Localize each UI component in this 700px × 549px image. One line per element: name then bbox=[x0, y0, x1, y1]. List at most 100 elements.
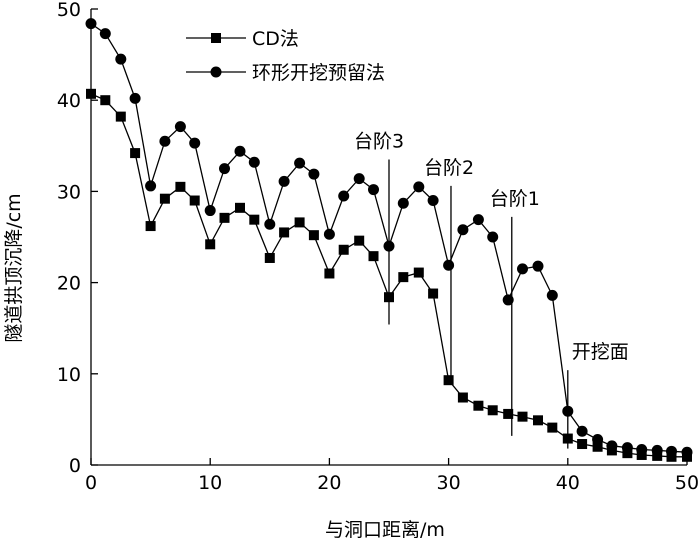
cd-point bbox=[443, 375, 454, 386]
x-tick-label: 50 bbox=[675, 472, 699, 494]
cd-point bbox=[473, 400, 484, 411]
ring-point bbox=[487, 231, 499, 243]
cd-point bbox=[235, 202, 245, 213]
y-tick-label: 10 bbox=[57, 364, 81, 386]
ring-point bbox=[592, 433, 604, 445]
ring-point bbox=[383, 240, 395, 252]
ring-point bbox=[85, 18, 97, 30]
x-axis-title: 与洞口距离/m bbox=[325, 519, 445, 541]
ring-point bbox=[427, 195, 439, 207]
cd-point bbox=[145, 221, 156, 232]
axes: 0 10 20 30 40 50 0 10 20 30 40 50 bbox=[57, 0, 699, 494]
ring-point bbox=[338, 190, 350, 202]
cd-point bbox=[368, 251, 379, 262]
ring-point bbox=[353, 173, 365, 185]
cd-point bbox=[487, 405, 498, 416]
annotations: 台阶3 台阶2 台阶1 开挖面 bbox=[354, 130, 629, 449]
legend-marker-square bbox=[211, 33, 221, 43]
ring-point bbox=[636, 443, 648, 455]
x-tick-label: 0 bbox=[85, 472, 97, 494]
ring-point bbox=[308, 168, 320, 180]
cd-point bbox=[264, 252, 275, 263]
cd-point bbox=[457, 392, 468, 403]
ring-point bbox=[264, 218, 276, 230]
ring-point bbox=[576, 425, 588, 437]
y-tick-label: 30 bbox=[57, 181, 81, 203]
cd-point bbox=[294, 217, 305, 228]
legend-marker-circle bbox=[210, 66, 222, 78]
cd-point bbox=[413, 267, 424, 278]
cd-point bbox=[189, 195, 200, 206]
cd-point bbox=[577, 439, 588, 450]
cd-point bbox=[279, 227, 290, 238]
cd-point bbox=[308, 230, 319, 241]
cd-point bbox=[338, 244, 349, 255]
ring-point bbox=[248, 156, 260, 168]
cd-point bbox=[384, 292, 394, 303]
ring-point bbox=[666, 445, 678, 457]
series-group bbox=[85, 18, 693, 462]
ring-point bbox=[278, 175, 290, 187]
ring-point bbox=[189, 137, 201, 149]
x-tick-label: 10 bbox=[198, 472, 222, 494]
ring-point bbox=[651, 444, 663, 456]
y-tick-label: 50 bbox=[57, 0, 81, 21]
cd-point bbox=[592, 441, 603, 452]
cd-point bbox=[354, 235, 365, 246]
y-tick-label: 40 bbox=[57, 90, 81, 112]
ring-point bbox=[502, 294, 514, 306]
ring-point bbox=[681, 446, 693, 458]
annotation-label: 开挖面 bbox=[572, 341, 629, 363]
ring-point bbox=[234, 145, 246, 157]
ring-point bbox=[219, 163, 231, 175]
legend-label: CD法 bbox=[252, 28, 299, 50]
cd-point bbox=[159, 193, 170, 204]
ring-point bbox=[204, 205, 216, 217]
ring-point bbox=[517, 263, 529, 275]
cd-point bbox=[562, 433, 573, 444]
annotation-label: 台阶1 bbox=[490, 188, 540, 210]
legend-label: 环形开挖预留法 bbox=[252, 62, 385, 84]
cd-point bbox=[428, 288, 439, 299]
y-tick-label: 0 bbox=[69, 455, 81, 477]
ring-point bbox=[606, 440, 618, 452]
cd-point bbox=[219, 212, 230, 223]
y-tick-label: 20 bbox=[57, 273, 81, 295]
cd-point bbox=[517, 411, 528, 422]
ring-point bbox=[145, 180, 157, 192]
cd-point bbox=[175, 181, 186, 192]
ring-point bbox=[472, 214, 484, 226]
ring-point bbox=[457, 224, 469, 236]
cd-point bbox=[115, 111, 126, 122]
x-tick-label: 40 bbox=[556, 472, 580, 494]
ring-point bbox=[294, 157, 306, 169]
cd-point bbox=[547, 422, 558, 433]
ring-point bbox=[115, 53, 127, 65]
cd-point bbox=[533, 415, 543, 426]
cd-point bbox=[205, 239, 216, 250]
cd-point bbox=[249, 214, 260, 225]
ring-point bbox=[174, 121, 186, 133]
x-tick-label: 20 bbox=[317, 472, 341, 494]
cd-point bbox=[86, 88, 96, 99]
ring-point bbox=[532, 260, 544, 272]
cd-point bbox=[398, 272, 409, 283]
ring-point bbox=[323, 228, 335, 240]
x-tick-label: 30 bbox=[437, 472, 461, 494]
ring-point bbox=[397, 197, 409, 209]
annotation-label: 台阶3 bbox=[354, 130, 404, 152]
ring-point bbox=[159, 135, 171, 147]
cd-point bbox=[100, 95, 111, 106]
ring-point bbox=[621, 442, 633, 454]
ring-point bbox=[368, 184, 380, 196]
y-axis-title: 隧道拱顶沉降/cm bbox=[3, 193, 25, 342]
ring-point bbox=[443, 259, 455, 271]
ring-point bbox=[546, 289, 558, 301]
cd-point bbox=[130, 148, 141, 159]
ring-point bbox=[413, 181, 425, 193]
cd-point bbox=[324, 268, 335, 279]
ring-point bbox=[99, 28, 111, 40]
cd-point bbox=[503, 408, 514, 419]
